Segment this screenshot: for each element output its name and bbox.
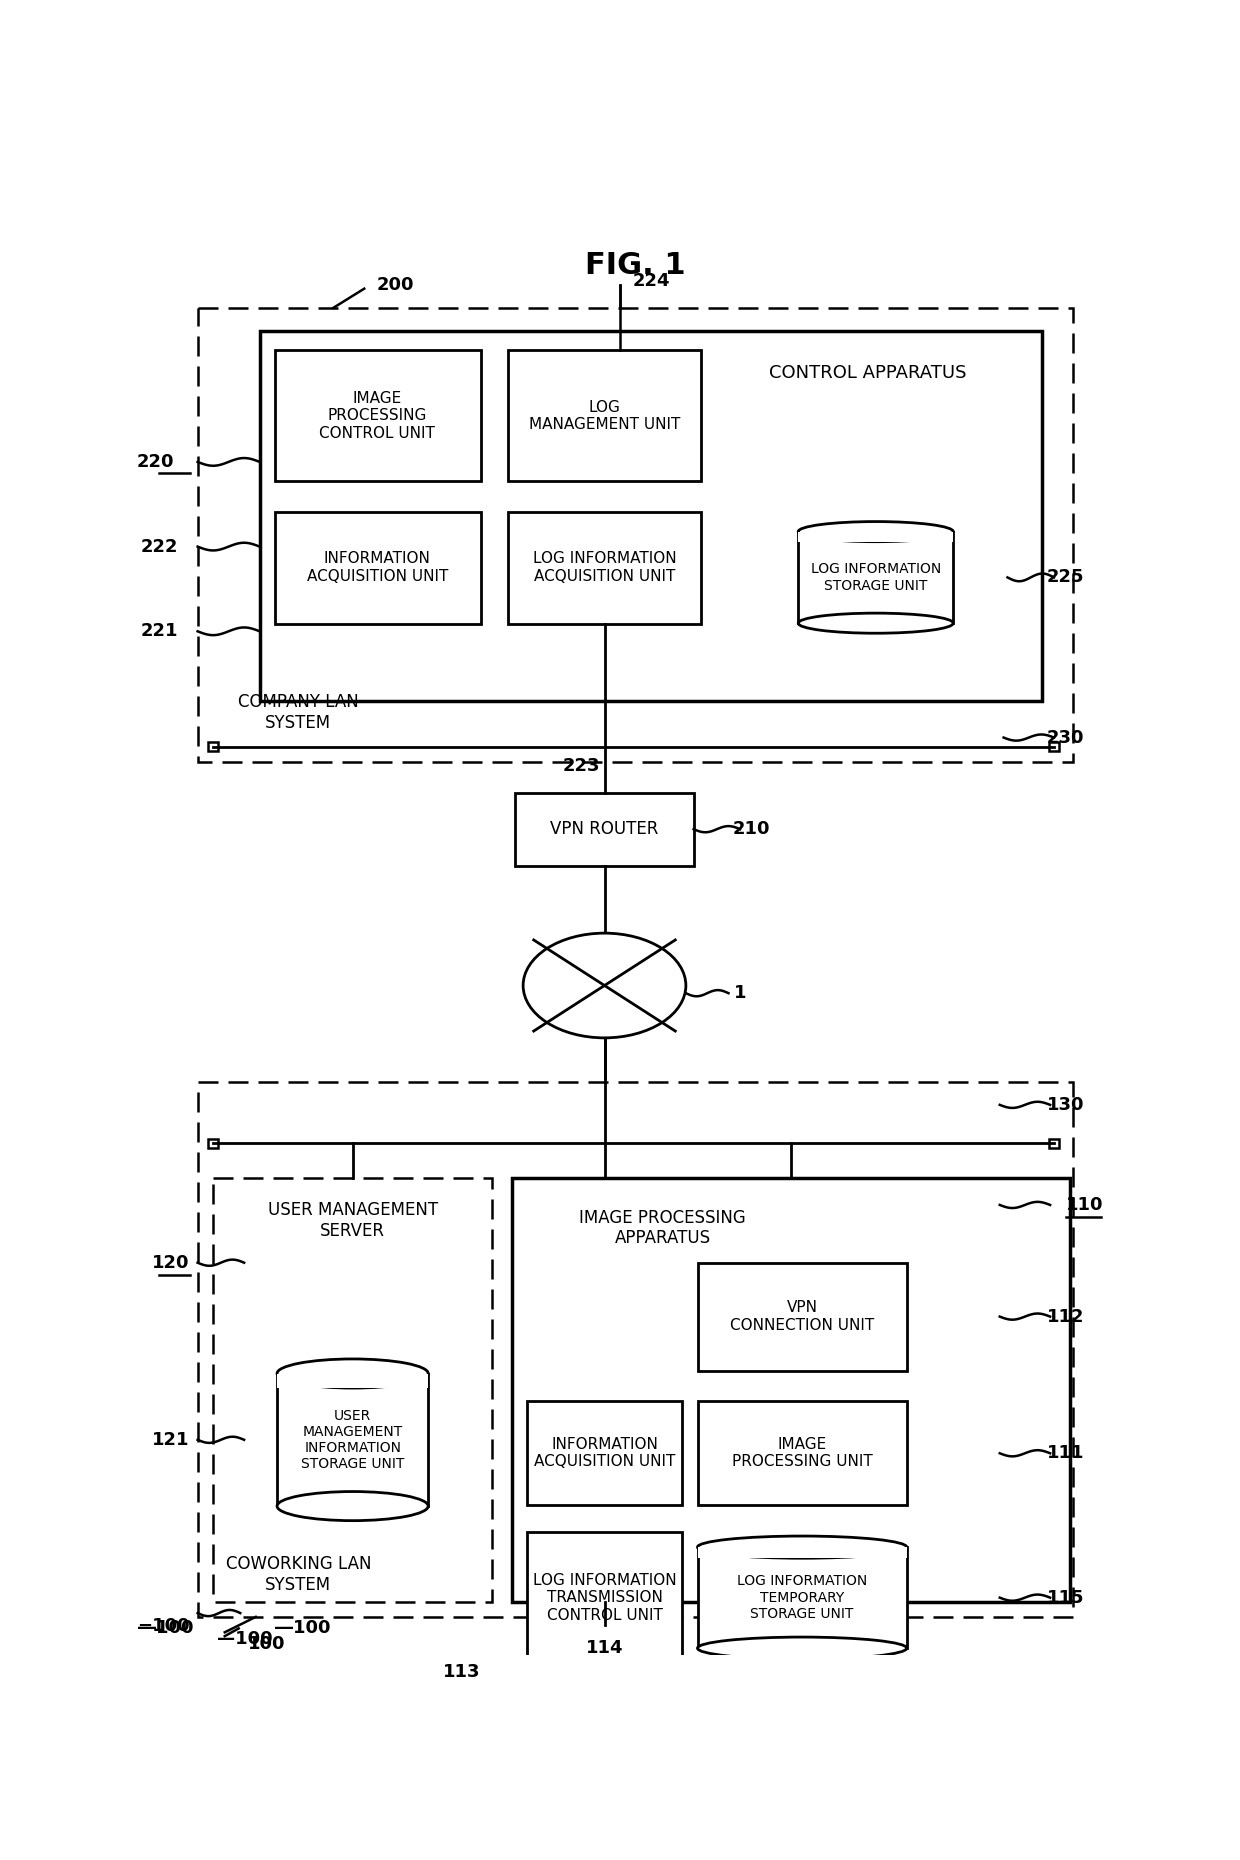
Text: INFORMATION
ACQUISITION UNIT: INFORMATION ACQUISITION UNIT [306, 551, 448, 584]
Bar [799, 532, 954, 541]
Text: VPN ROUTER: VPN ROUTER [551, 820, 658, 839]
Text: 221: 221 [141, 623, 179, 640]
Bar [213, 1177, 492, 1601]
Text: 1: 1 [734, 984, 746, 1003]
Text: COWORKING LAN
SYSTEM: COWORKING LAN SYSTEM [226, 1555, 371, 1594]
Bar [799, 532, 954, 623]
Bar [275, 512, 481, 623]
Ellipse shape [799, 614, 954, 632]
Text: VPN
CONNECTION UNIT: VPN CONNECTION UNIT [730, 1300, 874, 1334]
Bar [208, 742, 218, 751]
Text: 120: 120 [153, 1254, 190, 1272]
Text: —100: —100 [217, 1629, 273, 1648]
Text: USER MANAGEMENT
SERVER: USER MANAGEMENT SERVER [268, 1202, 438, 1241]
Bar [697, 1548, 906, 1648]
Ellipse shape [697, 1637, 906, 1659]
Bar [697, 1263, 906, 1371]
Text: LOG INFORMATION
ACQUISITION UNIT: LOG INFORMATION ACQUISITION UNIT [533, 551, 676, 584]
Bar [275, 350, 481, 482]
Ellipse shape [697, 1536, 906, 1559]
Bar [511, 1177, 1069, 1601]
Text: LOG INFORMATION
STORAGE UNIT: LOG INFORMATION STORAGE UNIT [811, 562, 941, 593]
Bar [697, 1548, 906, 1559]
Text: 200: 200 [377, 275, 414, 294]
Bar [259, 331, 1043, 701]
Text: 222: 222 [141, 538, 179, 556]
Text: 112: 112 [1047, 1308, 1084, 1326]
Text: 115: 115 [1047, 1588, 1084, 1607]
Text: 121: 121 [153, 1430, 190, 1449]
Text: 224: 224 [632, 272, 670, 290]
Ellipse shape [799, 521, 954, 541]
Text: ―100: ―100 [275, 1620, 331, 1637]
Bar [208, 1138, 218, 1148]
Text: 113: 113 [443, 1663, 481, 1681]
Bar [527, 1533, 682, 1663]
Text: 220: 220 [136, 452, 175, 471]
Text: 223: 223 [563, 757, 600, 776]
Text: COMPANY LAN
SYSTEM: COMPANY LAN SYSTEM [238, 692, 358, 731]
Bar [507, 512, 702, 623]
Bar [1049, 742, 1059, 751]
Text: LOG
MANAGEMENT UNIT: LOG MANAGEMENT UNIT [528, 400, 681, 432]
Text: LOG INFORMATION
TEMPORARY
STORAGE UNIT: LOG INFORMATION TEMPORARY STORAGE UNIT [737, 1574, 867, 1620]
Bar [277, 1373, 428, 1507]
Text: 230: 230 [1047, 729, 1084, 746]
Bar [527, 1401, 682, 1505]
Text: 210: 210 [733, 820, 770, 839]
Text: ―100: ―100 [138, 1620, 193, 1637]
Text: IMAGE
PROCESSING
CONTROL UNIT: IMAGE PROCESSING CONTROL UNIT [320, 391, 435, 441]
Ellipse shape [523, 934, 686, 1038]
Text: 225: 225 [1047, 569, 1084, 586]
Text: 100: 100 [248, 1635, 285, 1654]
Text: IMAGE
PROCESSING UNIT: IMAGE PROCESSING UNIT [732, 1438, 873, 1469]
Bar [697, 1401, 906, 1505]
Bar [197, 309, 1074, 763]
Text: INFORMATION
ACQUISITION UNIT: INFORMATION ACQUISITION UNIT [533, 1438, 676, 1469]
Text: 111: 111 [1047, 1443, 1084, 1462]
Text: IMAGE PROCESSING
APPARATUS: IMAGE PROCESSING APPARATUS [579, 1209, 746, 1248]
Ellipse shape [277, 1360, 428, 1388]
Text: 110: 110 [1065, 1196, 1104, 1215]
Bar [277, 1373, 428, 1388]
Text: FIG. 1: FIG. 1 [585, 251, 686, 281]
Bar [507, 350, 702, 482]
Text: 114: 114 [585, 1639, 624, 1657]
Bar [197, 1083, 1074, 1616]
Text: USER
MANAGEMENT
INFORMATION
STORAGE UNIT: USER MANAGEMENT INFORMATION STORAGE UNIT [301, 1408, 404, 1471]
Text: LOG INFORMATION
TRANSMISSION
CONTROL UNIT: LOG INFORMATION TRANSMISSION CONTROL UNI… [533, 1574, 676, 1622]
Ellipse shape [277, 1492, 428, 1521]
Bar [516, 792, 693, 867]
Text: CONTROL APPARATUS: CONTROL APPARATUS [769, 365, 967, 383]
Text: −100: −100 [138, 1616, 190, 1635]
Text: 130: 130 [1047, 1096, 1084, 1114]
Bar [1049, 1138, 1059, 1148]
